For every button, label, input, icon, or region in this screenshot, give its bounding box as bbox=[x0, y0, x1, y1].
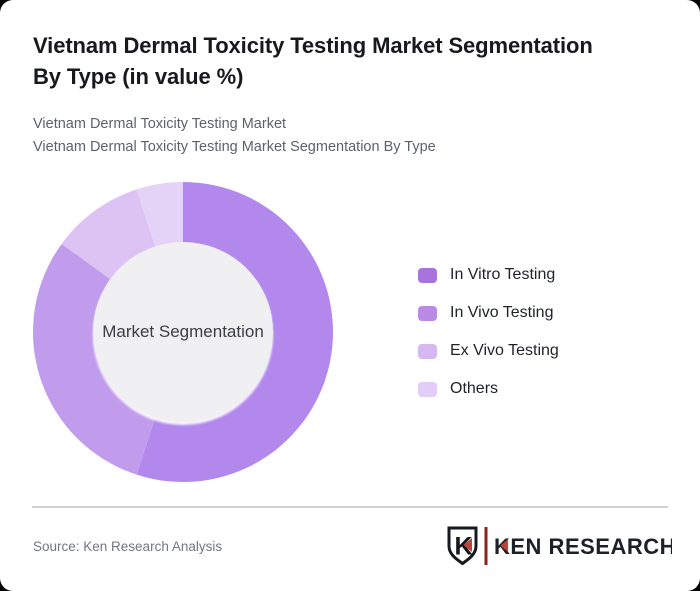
legend-swatch-icon bbox=[418, 267, 437, 283]
legend-item-in-vivo-testing[interactable]: In Vivo Testing bbox=[418, 304, 559, 322]
page-title: Vietnam Dermal Toxicity Testing Market S… bbox=[33, 30, 593, 92]
chart-legend: In Vitro Testing In Vivo Testing Ex Vivo… bbox=[418, 266, 559, 398]
page-title-line-1: Vietnam Dermal Toxicity Testing Market S… bbox=[33, 33, 593, 58]
logo-shield-triangle-icon bbox=[463, 538, 472, 552]
subtitle-line-2: Vietnam Dermal Toxicity Testing Market S… bbox=[33, 138, 436, 155]
legend-item-in-vitro-testing[interactable]: In Vitro Testing bbox=[418, 266, 559, 284]
legend-label: In Vitro Testing bbox=[450, 266, 556, 283]
logo-separator-bar bbox=[484, 527, 488, 565]
page-title-line-2: By Type (in value %) bbox=[33, 64, 244, 89]
legend-label: In Vivo Testing bbox=[450, 304, 554, 321]
legend-swatch-icon bbox=[418, 305, 437, 321]
donut-hole: Market Segmentation bbox=[93, 242, 273, 422]
logo-shield-icon bbox=[447, 526, 478, 566]
logo-wordmark: KEN RESEARCH bbox=[494, 534, 672, 559]
logo-monogram: K bbox=[455, 533, 473, 561]
donut-center-label: Market Segmentation bbox=[102, 322, 264, 341]
legend-swatch-icon bbox=[418, 343, 437, 359]
page-subtitle: Vietnam Dermal Toxicity Testing Market V… bbox=[33, 113, 436, 158]
ken-research-logo: K KEN RESEARCH bbox=[447, 526, 672, 566]
donut-chart: Market Segmentation bbox=[33, 182, 333, 482]
legend-item-others[interactable]: Others bbox=[418, 380, 559, 398]
legend-label: Others bbox=[450, 380, 499, 397]
logo-wordmark-triangle-icon bbox=[500, 539, 508, 552]
source-note: Source: Ken Research Analysis bbox=[33, 539, 223, 554]
legend-swatch-icon bbox=[418, 381, 437, 397]
footer-divider bbox=[32, 506, 668, 508]
legend-item-ex-vivo-testing[interactable]: Ex Vivo Testing bbox=[418, 342, 559, 360]
subtitle-line-1: Vietnam Dermal Toxicity Testing Market bbox=[33, 116, 287, 132]
legend-label: Ex Vivo Testing bbox=[450, 342, 559, 359]
